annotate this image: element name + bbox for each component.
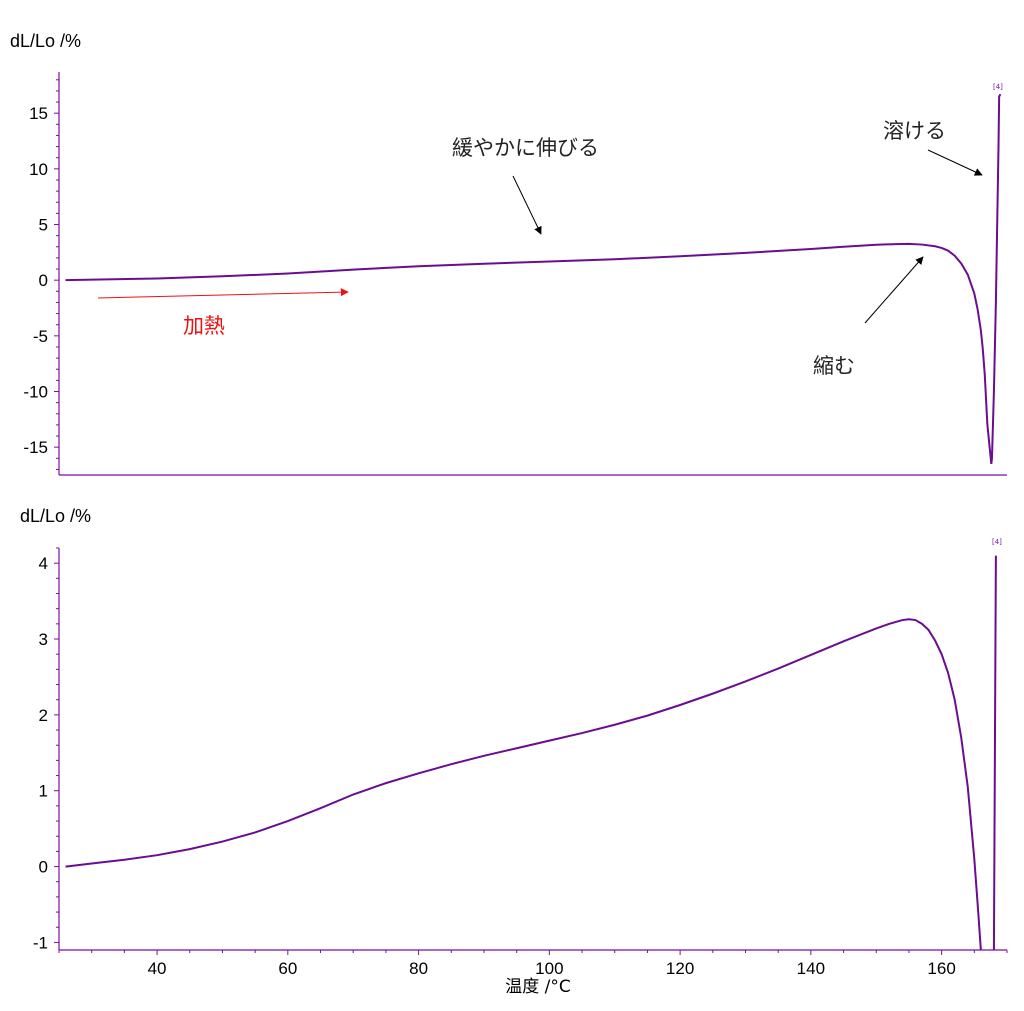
annotation-heating: 加熱 xyxy=(183,314,225,338)
top-y-tick-label: -10 xyxy=(23,383,48,402)
annotation-gentle-expansion-arrow xyxy=(512,175,542,235)
bottom-y-tick-label: 2 xyxy=(39,706,48,725)
top-series-line xyxy=(65,93,1002,464)
annotation-shrinks-arrow xyxy=(864,256,924,324)
bottom-series-line xyxy=(65,618,982,951)
bottom-x-ticks: 40 60 80 100 120 140 160 xyxy=(58,950,1008,978)
bottom-y-ticks: 4 3 2 1 0 -1 xyxy=(33,547,59,952)
bottom-x-tick-label: 60 xyxy=(278,959,297,978)
top-y-tick-label: 5 xyxy=(39,216,48,235)
top-y-tick-label: 10 xyxy=(29,160,48,179)
bottom-x-tick-label: 40 xyxy=(148,959,167,978)
annotation-melts-arrow xyxy=(927,149,983,176)
bottom-y-axis-label: dL/Lo /% xyxy=(20,506,91,526)
bottom-y-tick-label: 1 xyxy=(39,782,48,801)
bottom-x-tick-label: 100 xyxy=(535,959,563,978)
bottom-x-axis-label: 温度 /°C xyxy=(505,977,571,997)
annotation-heating-arrow xyxy=(97,288,349,299)
bottom-y-tick-label: -1 xyxy=(33,933,48,952)
bottom-y-tick-label: 3 xyxy=(39,630,48,649)
annotation-shrinks: 縮む xyxy=(813,354,855,378)
bottom-x-tick-label: 140 xyxy=(797,959,825,978)
top-y-tick-label: -15 xyxy=(23,438,48,457)
annotation-gentle-expansion: 緩やかに伸びる xyxy=(452,136,599,160)
bottom-x-tick-label: 80 xyxy=(409,959,428,978)
top-y-tick-label: 15 xyxy=(29,104,48,123)
top-y-ticks: 15 10 5 0 -5 -10 -15 xyxy=(23,79,59,470)
top-series-marker-label: [4] xyxy=(993,83,1003,91)
top-y-tick-label: 0 xyxy=(39,271,48,290)
bottom-y-tick-label: 0 xyxy=(39,858,48,877)
bottom-series-marker-label: [4] xyxy=(992,538,1002,546)
bottom-series-melt-line xyxy=(992,555,997,951)
bottom-x-tick-label: 160 xyxy=(927,959,955,978)
bottom-x-tick-label: 120 xyxy=(666,959,694,978)
top-y-axis-label: dL/Lo /% xyxy=(10,31,81,51)
bottom-y-tick-label: 4 xyxy=(39,554,48,573)
annotation-melts: 溶ける xyxy=(883,119,946,143)
top-y-tick-label: -5 xyxy=(33,327,48,346)
